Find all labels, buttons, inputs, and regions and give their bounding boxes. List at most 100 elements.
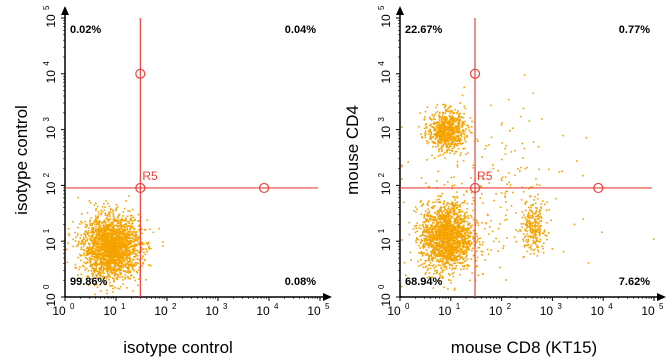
event-point [539,238,542,241]
event-point [104,238,106,240]
event-point [121,233,123,236]
event-point [470,126,473,128]
event-point [125,257,128,260]
event-point [118,221,121,224]
event-point [131,215,133,217]
event-point [152,231,155,234]
y-tick-label: 10 [44,70,58,84]
event-point [114,236,117,239]
event-point [101,255,104,258]
event-point [144,253,147,256]
event-point [131,232,133,235]
event-point [97,230,99,232]
quadrant-upper-right: 0.04% [285,24,316,36]
event-point [456,142,458,145]
event-point [527,225,530,228]
event-point [455,126,457,129]
event-point [418,265,420,267]
event-point [116,273,118,276]
event-point [111,221,114,224]
event-point [115,228,118,231]
event-point [111,285,114,287]
event-point [144,229,147,231]
event-point [464,237,467,239]
event-point [129,253,131,255]
event-point [461,130,464,133]
event-point [533,248,536,251]
event-point [457,220,459,222]
event-point [467,264,469,266]
event-point [537,193,539,196]
event-point [464,259,467,262]
event-point [449,221,452,223]
event-point [443,122,445,125]
event-point [132,234,134,236]
event-point [96,243,99,245]
event-point [96,205,99,208]
event-point [115,238,117,240]
event-point [127,265,130,267]
event-point [101,239,103,242]
event-point [112,234,115,236]
event-point [84,234,87,237]
event-point [440,253,442,256]
event-point [456,201,458,203]
event-point [109,224,112,226]
event-point [104,214,107,216]
event-point [443,227,445,230]
event-point [115,252,118,255]
event-point [109,236,112,238]
event-point [446,202,449,204]
event-point [86,275,88,277]
event-point [452,127,454,130]
event-point [429,138,431,140]
event-point [91,249,93,251]
event-point [94,252,96,255]
event-point [440,126,442,128]
event-point [145,242,148,244]
event-point [448,149,451,151]
event-point [103,251,106,254]
event-point [102,259,105,261]
event-point [108,269,110,271]
event-point [441,115,444,117]
event-point [117,246,120,248]
event-point [96,286,99,289]
event-point [125,266,128,269]
event-point [438,150,440,153]
event-point [534,220,536,223]
event-point [95,246,98,248]
event-point [456,258,458,261]
event-point [539,228,541,230]
event-point [437,122,439,124]
event-point [464,130,466,133]
event-point [402,201,405,204]
event-point [77,196,79,199]
event-point [410,259,412,261]
event-point [443,129,446,132]
event-point [89,253,91,255]
event-point [92,255,94,258]
event-point [430,252,433,255]
event-point [93,262,95,265]
event-point [535,221,538,223]
event-point [102,266,105,268]
event-point [438,227,441,229]
event-point [532,239,534,242]
event-dots [401,74,655,298]
event-point [75,267,77,269]
event-point [443,232,446,235]
event-point [438,282,440,284]
event-point [456,236,458,238]
event-point [478,241,481,243]
event-point [449,134,452,137]
event-point [434,225,436,227]
event-point [451,150,454,152]
event-point [478,246,481,249]
x-tick-exponent: 5 [325,302,330,311]
event-point [525,239,527,241]
event-point [114,268,116,270]
event-point [537,228,539,230]
event-point [451,119,454,121]
event-point [103,276,105,278]
